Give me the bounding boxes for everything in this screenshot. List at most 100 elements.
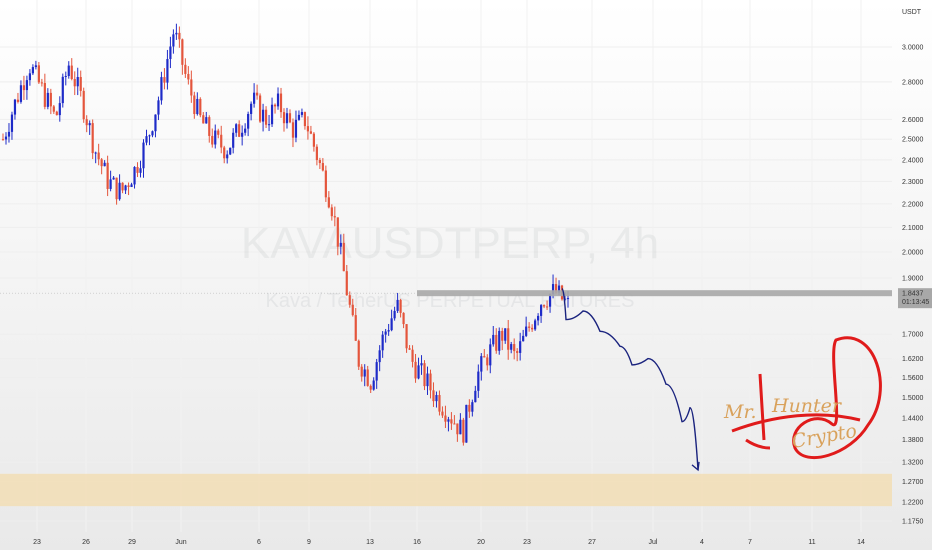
candle-body — [492, 334, 495, 345]
candle-body — [166, 59, 169, 83]
candle-body — [453, 423, 456, 425]
price-axis: 3.0000 2.8000 2.6000 2.5000 2.4000 2.3000 2.20… — [902, 45, 924, 526]
candle-body — [232, 132, 235, 148]
projection-arrowhead — [691, 461, 700, 472]
candle-body — [315, 146, 318, 161]
demand-zone — [0, 473, 892, 507]
candle-body — [282, 112, 286, 124]
price-tick-label: 1.9000 — [902, 275, 924, 282]
candle-body — [97, 152, 100, 160]
candle-body — [486, 357, 489, 366]
signature-h-left-stroke — [745, 373, 771, 450]
price-tick-label: 1.5600 — [902, 375, 924, 382]
candle-body — [264, 109, 268, 125]
candle-body — [378, 350, 381, 363]
candle-body — [498, 330, 501, 351]
candle-body — [501, 330, 504, 341]
candle-body — [109, 179, 112, 189]
candle-body — [480, 356, 483, 372]
candle-body — [196, 98, 199, 115]
candle-body — [270, 104, 274, 125]
candle-body — [507, 328, 510, 350]
candle-body — [103, 162, 106, 167]
candle-body — [381, 334, 384, 351]
candle-body — [513, 344, 516, 352]
candle-body — [375, 362, 378, 381]
candle-body — [43, 82, 46, 107]
time-tick-label: 9 — [307, 539, 311, 546]
price-tick-label: 2.0000 — [902, 250, 924, 257]
candles — [1, 23, 570, 446]
candle-body — [202, 115, 205, 124]
candle-body — [163, 77, 166, 83]
price-tick-label: 2.3000 — [902, 179, 924, 186]
candle-body — [294, 119, 298, 138]
candle-body — [217, 130, 220, 135]
candle-body — [235, 124, 238, 133]
candle-body — [214, 130, 217, 145]
candle-body — [115, 177, 118, 200]
candle-body — [184, 64, 187, 74]
candle-body — [495, 334, 498, 351]
candle-body — [516, 351, 519, 353]
candle-body — [154, 114, 157, 132]
candle-body — [441, 411, 444, 416]
candle-body — [46, 92, 49, 107]
resistance-level — [417, 290, 892, 297]
candle-body — [7, 131, 11, 137]
candle-body — [64, 76, 67, 78]
candle-body — [127, 185, 130, 188]
candle-body — [276, 93, 280, 107]
candle-body — [429, 373, 432, 391]
candle-body — [130, 184, 133, 188]
candle-body — [142, 142, 145, 169]
price-tick-label: 1.5000 — [902, 395, 924, 402]
candle-body — [79, 77, 82, 91]
candle-body — [342, 242, 345, 272]
price-tick-label: 2.1000 — [902, 225, 924, 232]
candle-body — [279, 93, 283, 113]
time-tick-label: 16 — [413, 539, 421, 546]
demand-zone-layer — [0, 473, 892, 507]
candle-body — [175, 32, 178, 35]
candle-body — [336, 217, 339, 247]
candle-body — [145, 136, 148, 143]
candle-body — [247, 113, 250, 129]
candle-body — [522, 335, 525, 342]
candle-body — [456, 423, 459, 435]
candle-body — [411, 349, 414, 362]
candle-body — [519, 341, 522, 353]
candle-body — [1, 139, 5, 141]
candle-body — [525, 326, 528, 336]
candle-body — [444, 415, 447, 422]
price-tick-label: 1.2700 — [902, 479, 924, 486]
candle-body — [345, 271, 348, 296]
candle-body — [106, 162, 109, 189]
candle-body — [253, 92, 256, 104]
candle-body — [4, 136, 8, 140]
candle-body — [393, 310, 396, 319]
candle-body — [157, 100, 160, 115]
candle-body — [133, 167, 136, 185]
candle-body — [121, 182, 124, 191]
drawings — [0, 288, 892, 472]
candle-body — [19, 85, 23, 102]
candle-body — [25, 80, 29, 91]
candle-body — [339, 242, 342, 247]
candle-body — [76, 77, 79, 87]
candle-body — [288, 113, 292, 123]
last-price-countdown: 01:13:45 — [902, 299, 929, 306]
candle-body — [16, 99, 20, 102]
candle-body — [241, 132, 244, 137]
candle-body — [399, 299, 402, 313]
candle-body — [396, 299, 399, 311]
candle-body — [303, 112, 307, 127]
last-price-value: 1.8437 — [902, 291, 924, 298]
price-tick-label: 2.5000 — [902, 137, 924, 144]
candle-body — [244, 128, 247, 133]
candle-body — [199, 98, 202, 116]
candle-body — [88, 123, 91, 126]
candle-body — [360, 366, 363, 377]
candle-body — [390, 318, 393, 331]
candle-body — [34, 65, 37, 68]
